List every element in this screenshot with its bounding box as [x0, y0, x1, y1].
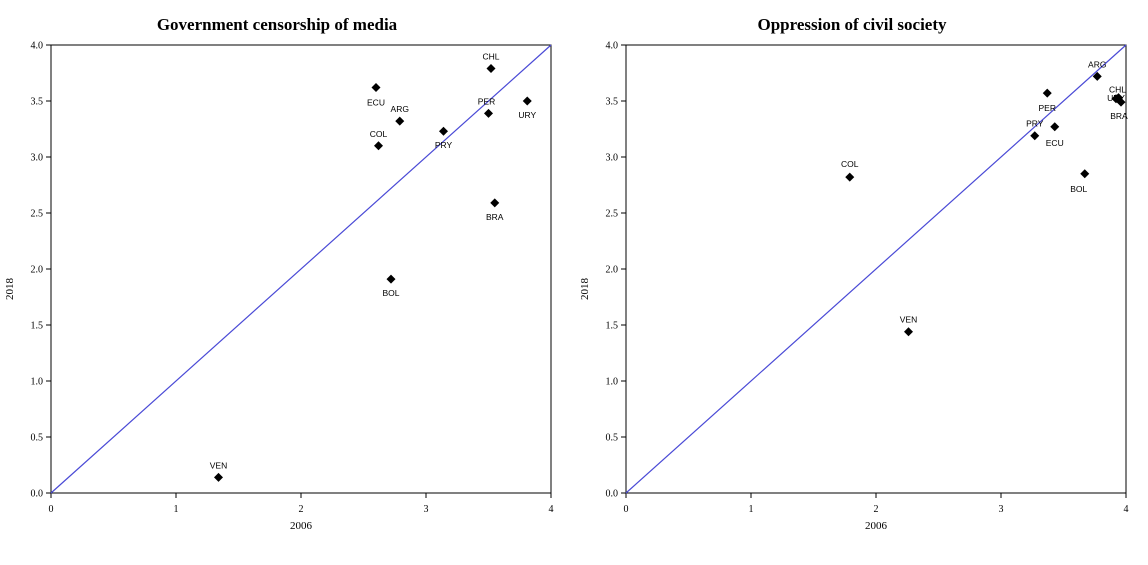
point-label-ury: URY [1107, 93, 1125, 103]
point-label-bol: BOL [1070, 184, 1087, 194]
point-label-col: COL [841, 159, 859, 169]
point-bol [386, 274, 396, 284]
point-ven [904, 327, 913, 337]
y-tick-label: 1.0 [31, 377, 44, 388]
x-tick-label: 4 [1124, 504, 1129, 515]
y-tick-label: 3.0 [606, 153, 619, 164]
point-ecu [1050, 122, 1060, 132]
x-tick-label: 1 [174, 504, 179, 515]
point-per [484, 108, 493, 118]
x-tick-label: 0 [624, 504, 629, 515]
point-label-arg: ARG [391, 104, 409, 114]
y-axis-label: 2018 [579, 278, 591, 301]
point-col [374, 141, 383, 151]
x-axis-label: 2006 [290, 520, 313, 532]
point-label-bra: BRA [486, 212, 504, 222]
point-label-per: PER [1039, 103, 1056, 113]
y-axis-label: 2018 [4, 278, 16, 301]
point-pry [1030, 131, 1040, 141]
point-bra [490, 198, 500, 208]
point-label-bol: BOL [382, 288, 399, 298]
x-tick-label: 4 [549, 504, 554, 515]
y-tick-label: 0.5 [31, 433, 44, 444]
y-tick-label: 3.0 [31, 153, 44, 164]
x-tick-label: 1 [749, 504, 754, 515]
point-label-pry: PRY [1026, 119, 1044, 129]
chart-title: Oppression of civil society [757, 15, 947, 34]
point-label-ven: VEN [900, 315, 917, 325]
chart-title: Government censorship of media [157, 15, 398, 34]
point-label-chl: CHL [1109, 85, 1126, 95]
y-tick-label: 1.5 [31, 321, 44, 332]
x-tick-label: 3 [424, 504, 429, 515]
y-tick-label: 2.0 [31, 265, 44, 276]
point-label-ury: URY [518, 110, 536, 120]
point-bol [1080, 169, 1090, 179]
point-ecu [371, 83, 381, 93]
point-arg [395, 116, 405, 126]
point-col [845, 172, 855, 182]
point-pry [439, 126, 448, 136]
y-tick-label: 3.5 [31, 97, 44, 108]
point-label-ecu: ECU [1046, 138, 1064, 148]
y-tick-label: 0.0 [31, 489, 44, 500]
point-label-arg: ARG [1088, 59, 1106, 69]
y-tick-label: 0.5 [606, 433, 619, 444]
x-tick-label: 2 [874, 504, 879, 515]
point-label-pry: PRY [435, 140, 453, 150]
point-label-ven: VEN [210, 460, 227, 470]
x-axis-label: 2006 [865, 520, 888, 532]
point-bra [1116, 97, 1126, 107]
y-tick-label: 1.0 [606, 377, 619, 388]
y-tick-label: 1.5 [606, 321, 619, 332]
point-ven [214, 472, 223, 482]
point-label-chl: CHL [482, 52, 499, 62]
y-tick-label: 4.0 [606, 41, 619, 52]
point-chl [486, 64, 496, 74]
y-tick-label: 3.5 [606, 97, 619, 108]
point-label-bra: BRA [1110, 111, 1128, 121]
point-label-per: PER [478, 96, 495, 106]
y-tick-label: 2.0 [606, 265, 619, 276]
y-tick-label: 4.0 [31, 41, 44, 52]
point-per [1042, 88, 1052, 98]
point-label-ecu: ECU [367, 98, 385, 108]
point-arg [1092, 71, 1102, 81]
point-label-col: COL [370, 129, 388, 139]
y-tick-label: 2.5 [606, 209, 619, 220]
x-tick-label: 3 [999, 504, 1004, 515]
y-tick-label: 2.5 [31, 209, 44, 220]
chart-oppression-of-civil-society: Oppression of civil society 0 1 2 3 4 0.0 0.5 1.… [579, 15, 1129, 532]
y-tick-label: 0.0 [606, 489, 619, 500]
x-tick-label: 2 [299, 504, 304, 515]
x-tick-label: 0 [49, 504, 54, 515]
reference-line [50, 44, 552, 494]
reference-line [625, 44, 1127, 494]
point-ury [522, 96, 532, 106]
chart-government-censorship-of-media: Government censorship of media 0 1 2 3 4 0.0 0.… [4, 15, 554, 532]
